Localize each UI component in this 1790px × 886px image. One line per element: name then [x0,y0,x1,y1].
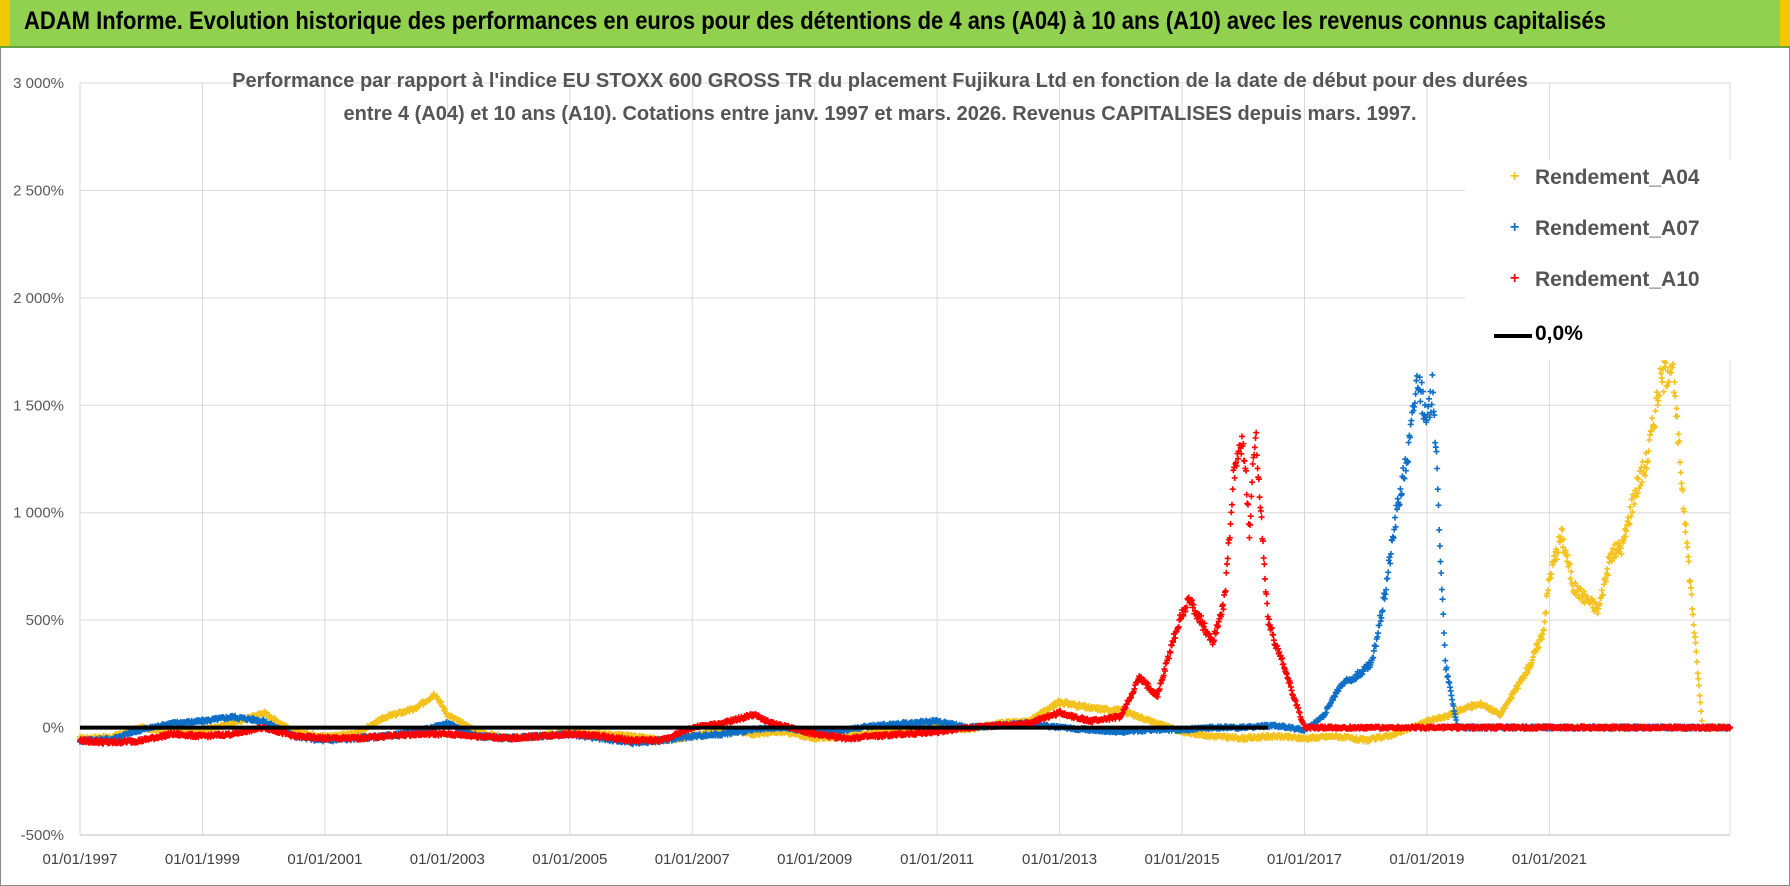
series-rendement-a10 [77,429,1733,747]
x-tick-label: 01/01/2007 [655,851,730,868]
legend-line-zero [1494,334,1532,338]
report-banner: ADAM Informe. Evolution historique des p… [0,0,1790,48]
x-tick-label: 01/01/2017 [1267,851,1342,868]
y-tick-label: 1 500% [13,397,64,414]
series-rendement-a04 [77,350,1733,745]
legend-label-a10: Rendement_A10 [1535,268,1700,291]
series-markers [77,350,1733,745]
legend-label-zero: 0,0% [1535,322,1583,345]
y-tick-label: 2 500% [13,182,64,199]
x-tick-label: 01/01/2015 [1145,851,1220,868]
banner-accent-right [1780,0,1790,46]
series-rendement-a07 [77,371,1733,748]
x-tick-label: 01/01/1999 [165,851,240,868]
banner-accent-left [0,0,10,46]
legend-label-a07: Rendement_A07 [1535,217,1700,240]
y-tick-label: 3 000% [13,75,64,92]
y-tick-label: 500% [26,612,64,629]
legend-marker-a10: + [1510,270,1520,287]
x-tick-label: 01/01/2019 [1389,851,1464,868]
y-tick-label: 1 000% [13,505,64,522]
x-tick-label: 01/01/2003 [410,851,485,868]
x-tick-label: 01/01/2013 [1022,851,1097,868]
y-tick-label: 0% [42,720,64,737]
y-tick-label: -500% [21,827,64,844]
x-tick-label: 01/01/2005 [532,851,607,868]
y-tick-label: 2 000% [13,290,64,307]
legend-marker-a07: + [1510,219,1520,236]
chart-title-line-2: entre 4 (A04) et 10 ans (A10). Cotations… [343,103,1417,125]
report-title: ADAM Informe. Evolution historique des p… [24,7,1607,35]
chart-legend: + Rendement_A04 + Rendement_A07 + Rendem… [1465,160,1735,360]
x-tick-label: 01/01/2011 [900,851,974,868]
legend-label-a04: Rendement_A04 [1535,166,1700,189]
legend-marker-a04: + [1510,168,1520,185]
series-markers [77,429,1733,747]
x-tick-label: 01/01/2021 [1512,851,1587,868]
chart-title-line-1: Performance par rapport à l'indice EU ST… [232,70,1528,92]
x-tick-label: 01/01/1997 [42,851,117,868]
series-markers [77,371,1733,748]
x-tick-label: 01/01/2009 [777,851,852,868]
x-tick-label: 01/01/2001 [287,851,362,868]
